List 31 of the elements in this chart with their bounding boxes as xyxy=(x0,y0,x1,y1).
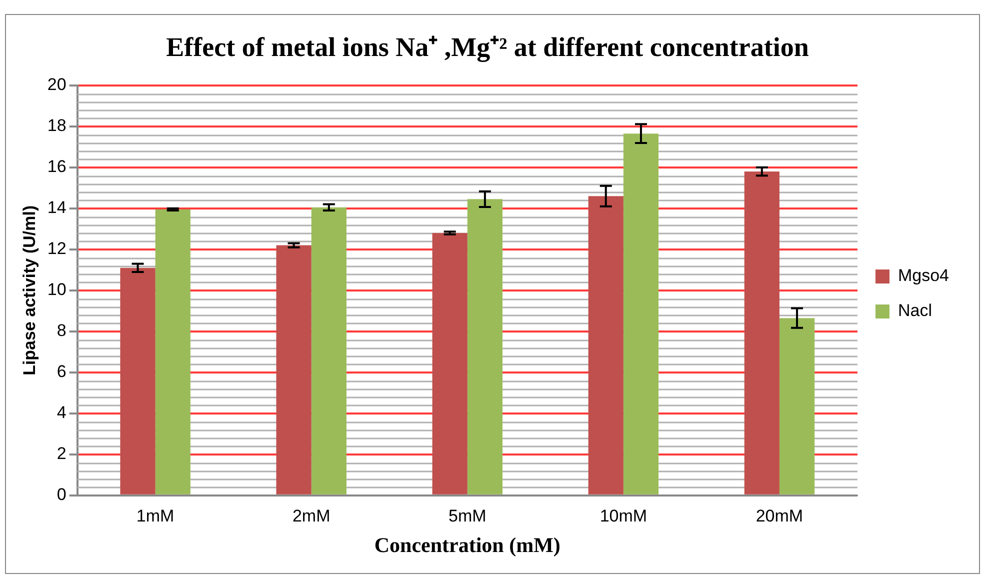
y-tick-label: 12 xyxy=(47,239,66,258)
chart-title: Effect of metal ions Na⁺ ,Mg⁺² at different concentration xyxy=(166,32,809,62)
bar xyxy=(779,318,815,494)
bar xyxy=(120,268,156,494)
bar xyxy=(432,233,468,494)
x-axis-title: Concentration (mM) xyxy=(374,532,560,557)
x-tick-label: 2mM xyxy=(292,506,330,526)
y-tick-label: 10 xyxy=(47,280,66,300)
x-tick-label: 10mM xyxy=(600,506,648,526)
bar xyxy=(155,209,190,494)
y-tick-label: 6 xyxy=(56,362,66,382)
y-tick-label: 0 xyxy=(56,485,66,504)
y-tick-label: 18 xyxy=(47,116,66,136)
bar xyxy=(588,196,624,494)
y-axis-title: Lipase activity (U/ml) xyxy=(20,205,39,376)
legend-label: Mgso4 xyxy=(898,266,950,286)
bar xyxy=(276,245,312,494)
x-tick-label: 20mM xyxy=(756,506,804,526)
x-tick-label: 1mM xyxy=(136,506,174,526)
y-tick-label: 20 xyxy=(47,75,66,94)
y-tick-label: 14 xyxy=(47,198,66,218)
y-tick-label: 4 xyxy=(56,403,66,422)
x-tick-label: 5mM xyxy=(448,506,486,526)
bar xyxy=(744,172,780,494)
y-tick-label: 8 xyxy=(56,321,66,340)
y-tick-label: 16 xyxy=(47,157,66,176)
bar xyxy=(311,207,346,494)
bar xyxy=(467,199,502,494)
legend-label: Nacl xyxy=(898,301,932,320)
bar xyxy=(623,134,659,494)
y-tick-label: 2 xyxy=(56,444,66,464)
